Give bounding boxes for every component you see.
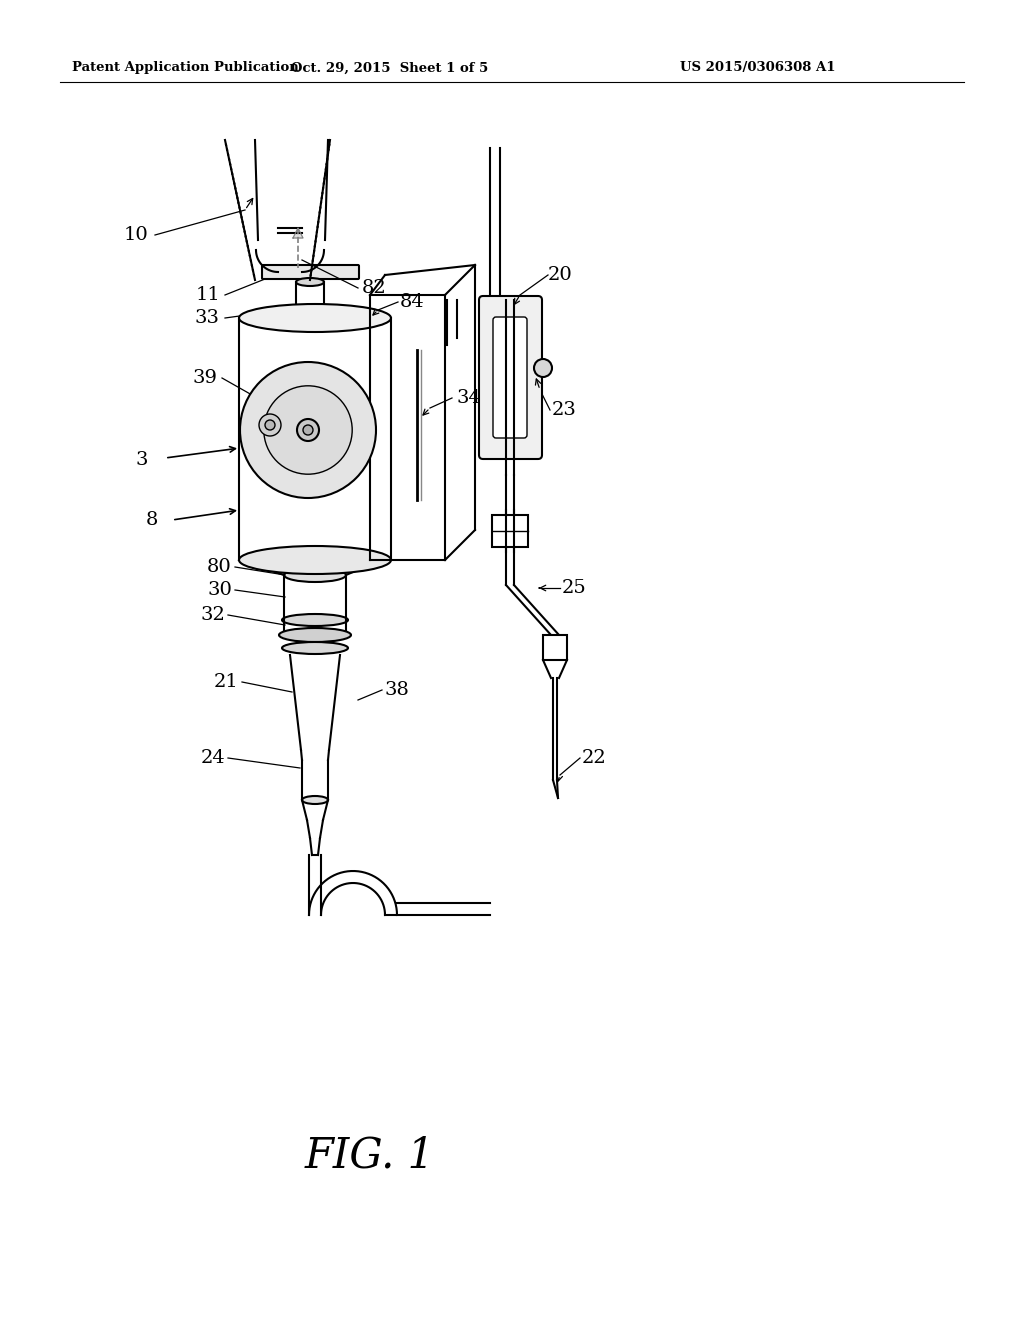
Ellipse shape bbox=[282, 614, 348, 626]
Text: 20: 20 bbox=[548, 267, 572, 284]
Ellipse shape bbox=[240, 362, 376, 498]
Ellipse shape bbox=[296, 279, 324, 286]
Text: 39: 39 bbox=[193, 370, 218, 387]
Bar bbox=[543, 635, 567, 660]
Text: 24: 24 bbox=[201, 748, 225, 767]
Ellipse shape bbox=[259, 414, 281, 436]
Ellipse shape bbox=[297, 418, 319, 441]
Ellipse shape bbox=[296, 306, 324, 314]
Text: 32: 32 bbox=[200, 606, 225, 624]
Text: 10: 10 bbox=[123, 226, 148, 244]
Text: 34: 34 bbox=[456, 389, 481, 407]
Text: 30: 30 bbox=[207, 581, 232, 599]
Text: 38: 38 bbox=[385, 681, 410, 700]
Text: 11: 11 bbox=[196, 286, 220, 304]
Polygon shape bbox=[293, 228, 303, 238]
Text: 21: 21 bbox=[213, 673, 238, 690]
Text: 22: 22 bbox=[582, 748, 607, 767]
FancyBboxPatch shape bbox=[493, 317, 527, 438]
Text: US 2015/0306308 A1: US 2015/0306308 A1 bbox=[680, 62, 836, 74]
Text: Oct. 29, 2015  Sheet 1 of 5: Oct. 29, 2015 Sheet 1 of 5 bbox=[292, 62, 488, 74]
Text: 3: 3 bbox=[135, 451, 148, 469]
Ellipse shape bbox=[264, 385, 352, 474]
Ellipse shape bbox=[265, 420, 275, 430]
Text: 82: 82 bbox=[362, 279, 387, 297]
Text: 25: 25 bbox=[562, 579, 587, 597]
Text: Patent Application Publication: Patent Application Publication bbox=[72, 62, 299, 74]
Ellipse shape bbox=[284, 568, 346, 582]
Text: 84: 84 bbox=[400, 293, 425, 312]
Text: FIG. 1: FIG. 1 bbox=[305, 1134, 435, 1176]
Ellipse shape bbox=[239, 304, 391, 333]
Bar bbox=[492, 515, 528, 546]
Ellipse shape bbox=[239, 546, 391, 574]
Text: 8: 8 bbox=[145, 511, 158, 529]
Text: 23: 23 bbox=[552, 401, 577, 418]
Ellipse shape bbox=[534, 359, 552, 378]
FancyBboxPatch shape bbox=[262, 265, 359, 279]
Ellipse shape bbox=[282, 642, 348, 653]
Ellipse shape bbox=[279, 628, 351, 642]
Ellipse shape bbox=[303, 425, 313, 436]
Ellipse shape bbox=[302, 796, 328, 804]
Text: 33: 33 bbox=[195, 309, 220, 327]
Text: 80: 80 bbox=[207, 558, 232, 576]
FancyBboxPatch shape bbox=[479, 296, 542, 459]
